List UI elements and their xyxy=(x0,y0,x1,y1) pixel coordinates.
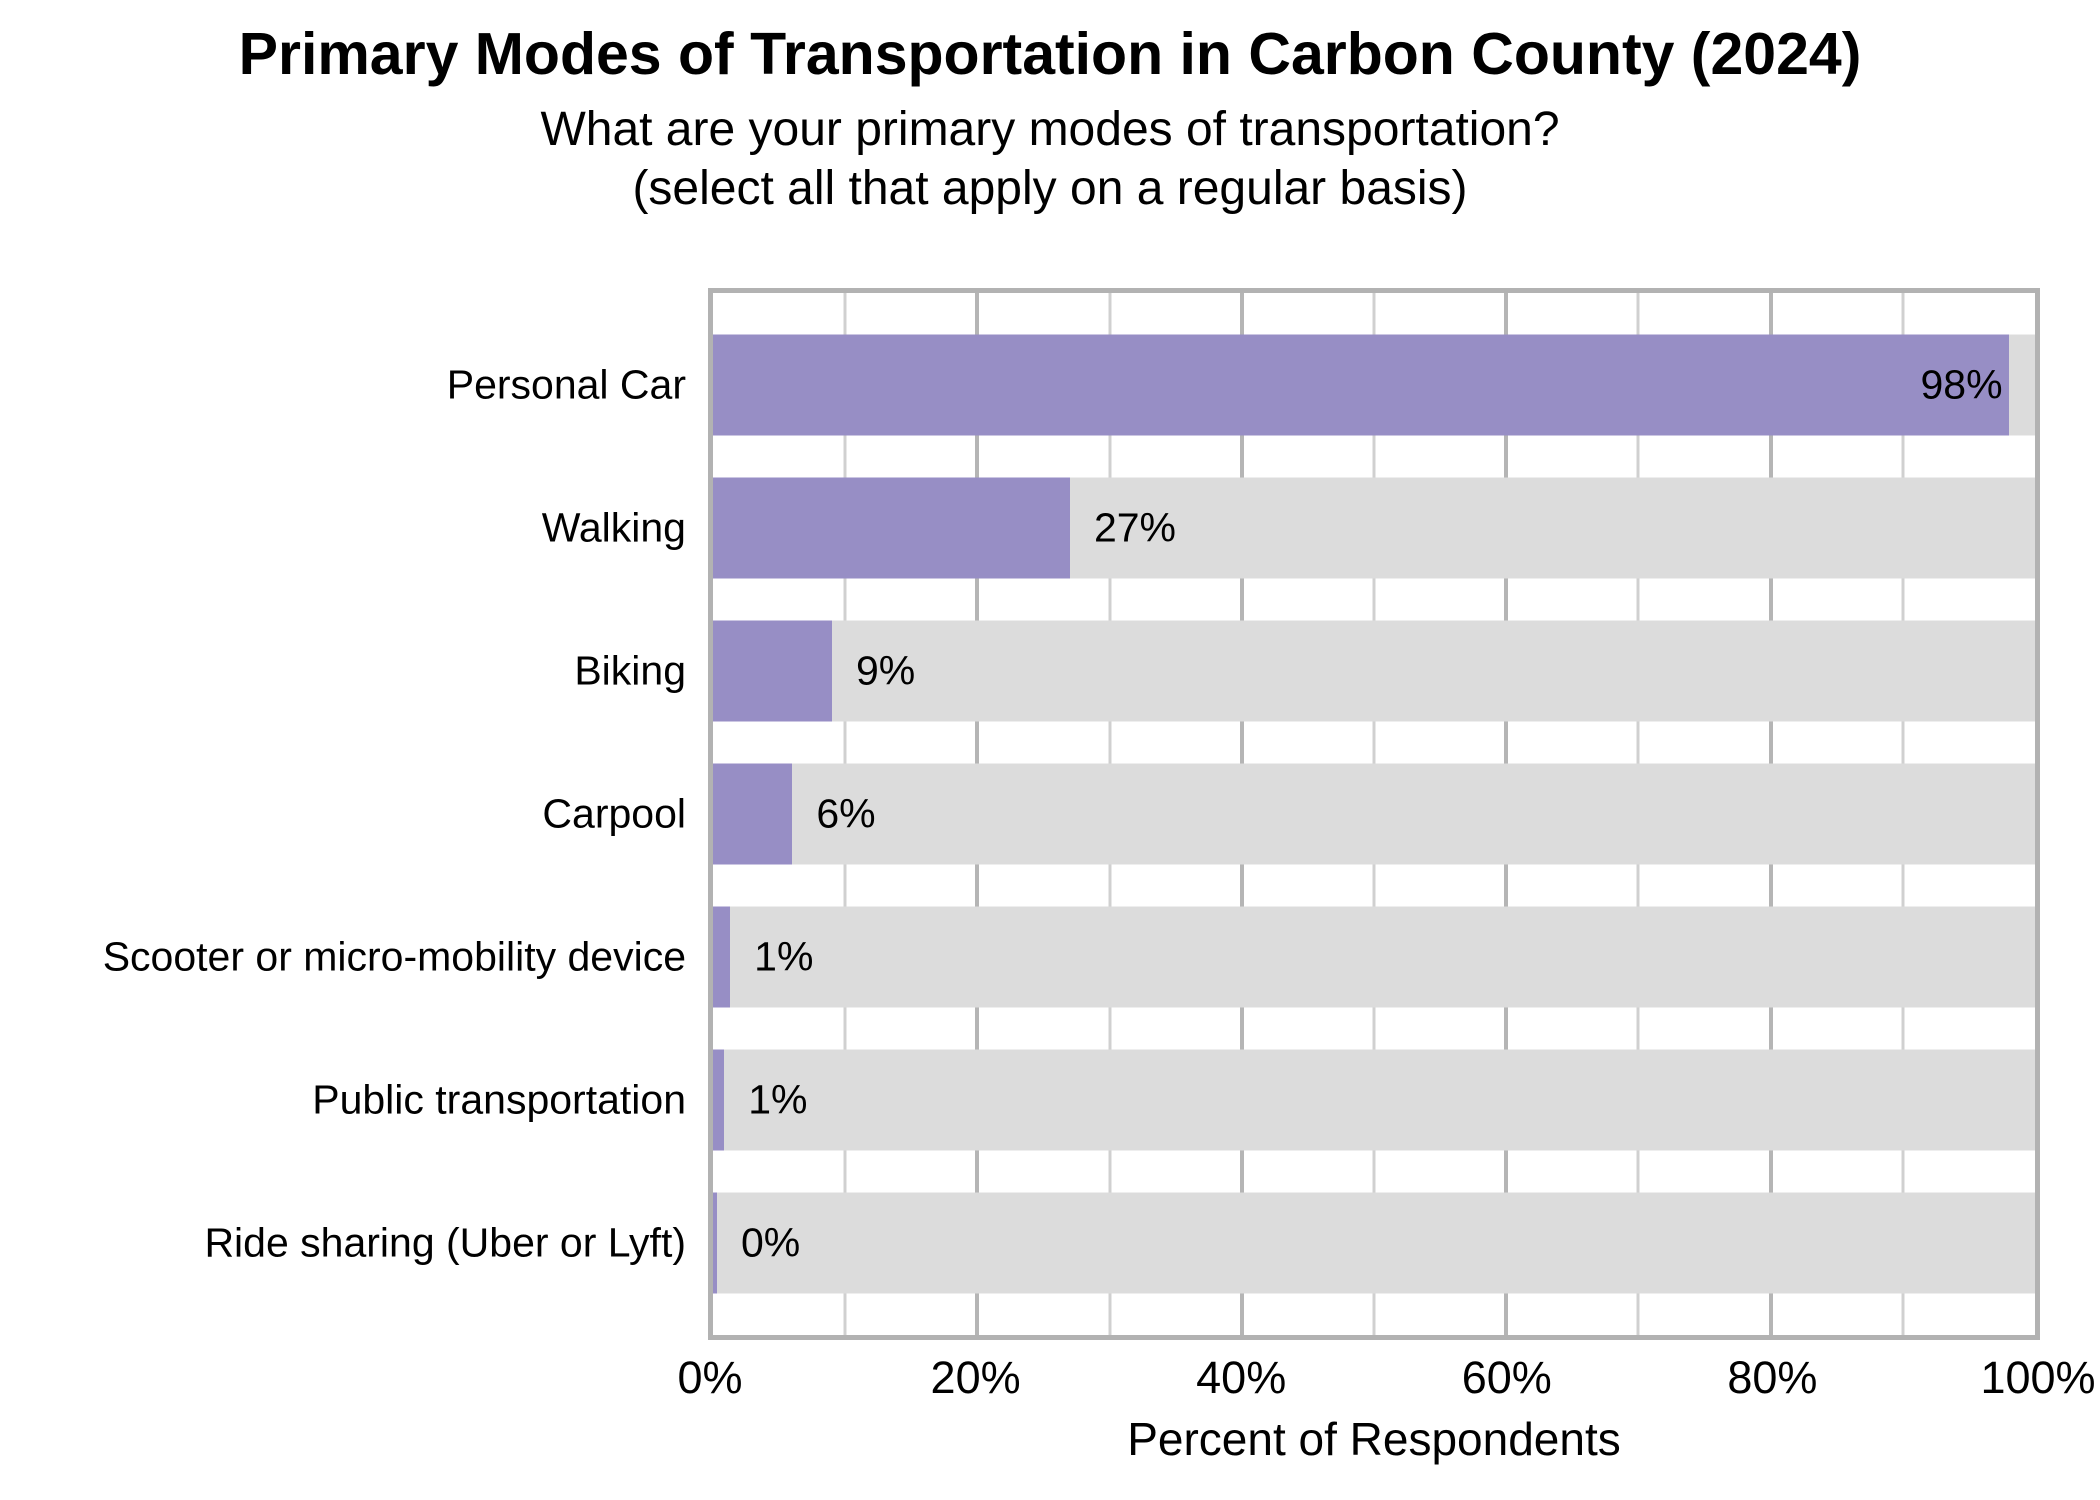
category-label: Carpool xyxy=(542,790,686,837)
bar-track xyxy=(713,906,2035,1008)
bar-rows: Personal Car 98% Walking 27% Biking 9% C… xyxy=(103,293,2035,1335)
bar-track xyxy=(713,1049,2035,1151)
bar-row: Public transportation 1% xyxy=(312,1029,2035,1172)
bar-fill xyxy=(713,1049,725,1151)
x-tick-label: 80% xyxy=(1727,1352,1818,1403)
x-axis-title: Percent of Respondents xyxy=(1127,1413,1621,1465)
bar-track xyxy=(713,477,2035,579)
value-label: 98% xyxy=(1920,361,2003,408)
value-label: 0% xyxy=(740,1219,801,1266)
value-label: 1% xyxy=(748,1076,808,1123)
bar-fill xyxy=(713,1192,717,1294)
x-tick-label: 60% xyxy=(1461,1352,1552,1403)
bar-track xyxy=(713,620,2035,722)
chart-subtitle-line2: (select all that apply on a regular basi… xyxy=(632,162,1468,215)
x-axis-tick-labels: 0% 20% 40% 60% 80% 100% xyxy=(677,1352,2095,1408)
bar-row: Carpool 6% xyxy=(542,742,2035,885)
bar-row: Personal Car 98% xyxy=(447,313,2035,456)
category-label: Personal Car xyxy=(446,361,686,408)
value-label: 6% xyxy=(816,790,876,837)
value-label: 9% xyxy=(855,647,916,694)
bar-fill xyxy=(713,477,1070,579)
value-label: 1% xyxy=(754,933,814,980)
bar-track xyxy=(713,334,2035,436)
value-label: 27% xyxy=(1093,504,1176,551)
x-tick-label: 100% xyxy=(1980,1352,2096,1403)
bar-row: Scooter or micro-mobility device 1% xyxy=(103,886,2035,1029)
bar-fill xyxy=(713,906,731,1008)
x-tick-label: 0% xyxy=(677,1352,743,1403)
chart-subtitle: What are your primary modes of transport… xyxy=(0,100,2100,218)
x-tick-label: 20% xyxy=(930,1352,1021,1403)
category-label: Public transportation xyxy=(312,1076,686,1123)
bar-row: Walking 27% xyxy=(542,456,2035,599)
category-label: Ride sharing (Uber or Lyft) xyxy=(204,1219,686,1266)
bar-fill xyxy=(713,763,793,865)
bar-row: Biking 9% xyxy=(574,599,2035,742)
category-label: Biking xyxy=(574,647,686,694)
category-label: Walking xyxy=(541,504,686,551)
category-label: Scooter or micro-mobility device xyxy=(102,933,686,980)
bar-fill xyxy=(713,620,832,722)
chart-subtitle-line1: What are your primary modes of transport… xyxy=(540,103,1560,156)
bar-track xyxy=(713,1192,2035,1294)
chart-title: Primary Modes of Transportation in Carbo… xyxy=(238,21,1862,87)
plot-area: Personal Car 98% Walking 27% Biking 9% C… xyxy=(103,288,2040,1340)
bar-track xyxy=(713,763,2035,865)
x-tick-label: 40% xyxy=(1196,1352,1287,1403)
bar-fill xyxy=(713,334,2009,436)
bar-row: Ride sharing (Uber or Lyft) 0% xyxy=(204,1172,2035,1315)
